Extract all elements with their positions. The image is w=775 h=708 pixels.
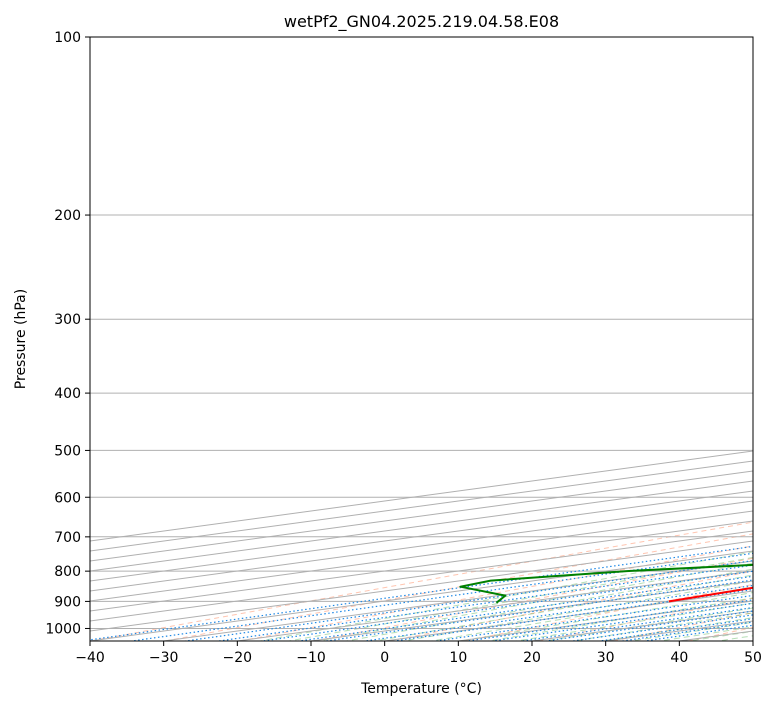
x-tick-label: 0 [380, 650, 389, 666]
y-tick-label: 600 [54, 490, 81, 506]
isotherm-line [90, 520, 753, 612]
y-tick-label: 200 [54, 208, 81, 224]
x-tick-label: 40 [670, 650, 688, 666]
mixing-ratio-line [294, 575, 753, 641]
isotherm-line [90, 530, 753, 622]
isotherm-line [90, 510, 753, 602]
x-tick-label: 10 [449, 650, 467, 666]
mixing-ratio-line [361, 584, 753, 641]
isotherm-line [90, 480, 753, 572]
x-tick-label: −40 [75, 650, 105, 666]
y-tick-label: 700 [54, 530, 81, 546]
x-axis-label: Temperature (°C) [360, 681, 482, 697]
isotherm-line [90, 470, 753, 562]
mixing-ratio-line [181, 560, 753, 641]
mixing-ratio-line [542, 610, 753, 641]
isotherm-line [90, 460, 753, 552]
y-tick-label: 800 [54, 564, 81, 580]
y-axis-label: Pressure (hPa) [13, 289, 29, 389]
y-tick-label: 900 [54, 594, 81, 610]
isotherm-line [90, 500, 753, 592]
x-tick-label: 20 [523, 650, 541, 666]
y-tick-label: 100 [54, 30, 81, 46]
plot-frame [89, 36, 754, 642]
x-tick-label: 30 [597, 650, 615, 666]
y-tick-label: 400 [54, 386, 81, 402]
axes: −40 −30 −20 −10 0 10 20 30 40 50 100 200 300 400 500 60… [45, 30, 762, 666]
x-tick-label: −30 [149, 650, 179, 666]
isotherm-line [90, 450, 753, 542]
isotherm-line [90, 490, 753, 582]
x-tick-label: −10 [296, 650, 326, 666]
y-tick-label: 500 [54, 443, 81, 459]
chart-title: wetPf2_GN04.2025.219.04.58.E08 [284, 12, 559, 32]
x-tick-label: 50 [744, 650, 762, 666]
y-tick-label: 300 [54, 312, 81, 328]
y-tick-label: 1000 [45, 621, 81, 637]
x-tick-label: −20 [223, 650, 253, 666]
mixing-ratio-lines [90, 545, 753, 641]
